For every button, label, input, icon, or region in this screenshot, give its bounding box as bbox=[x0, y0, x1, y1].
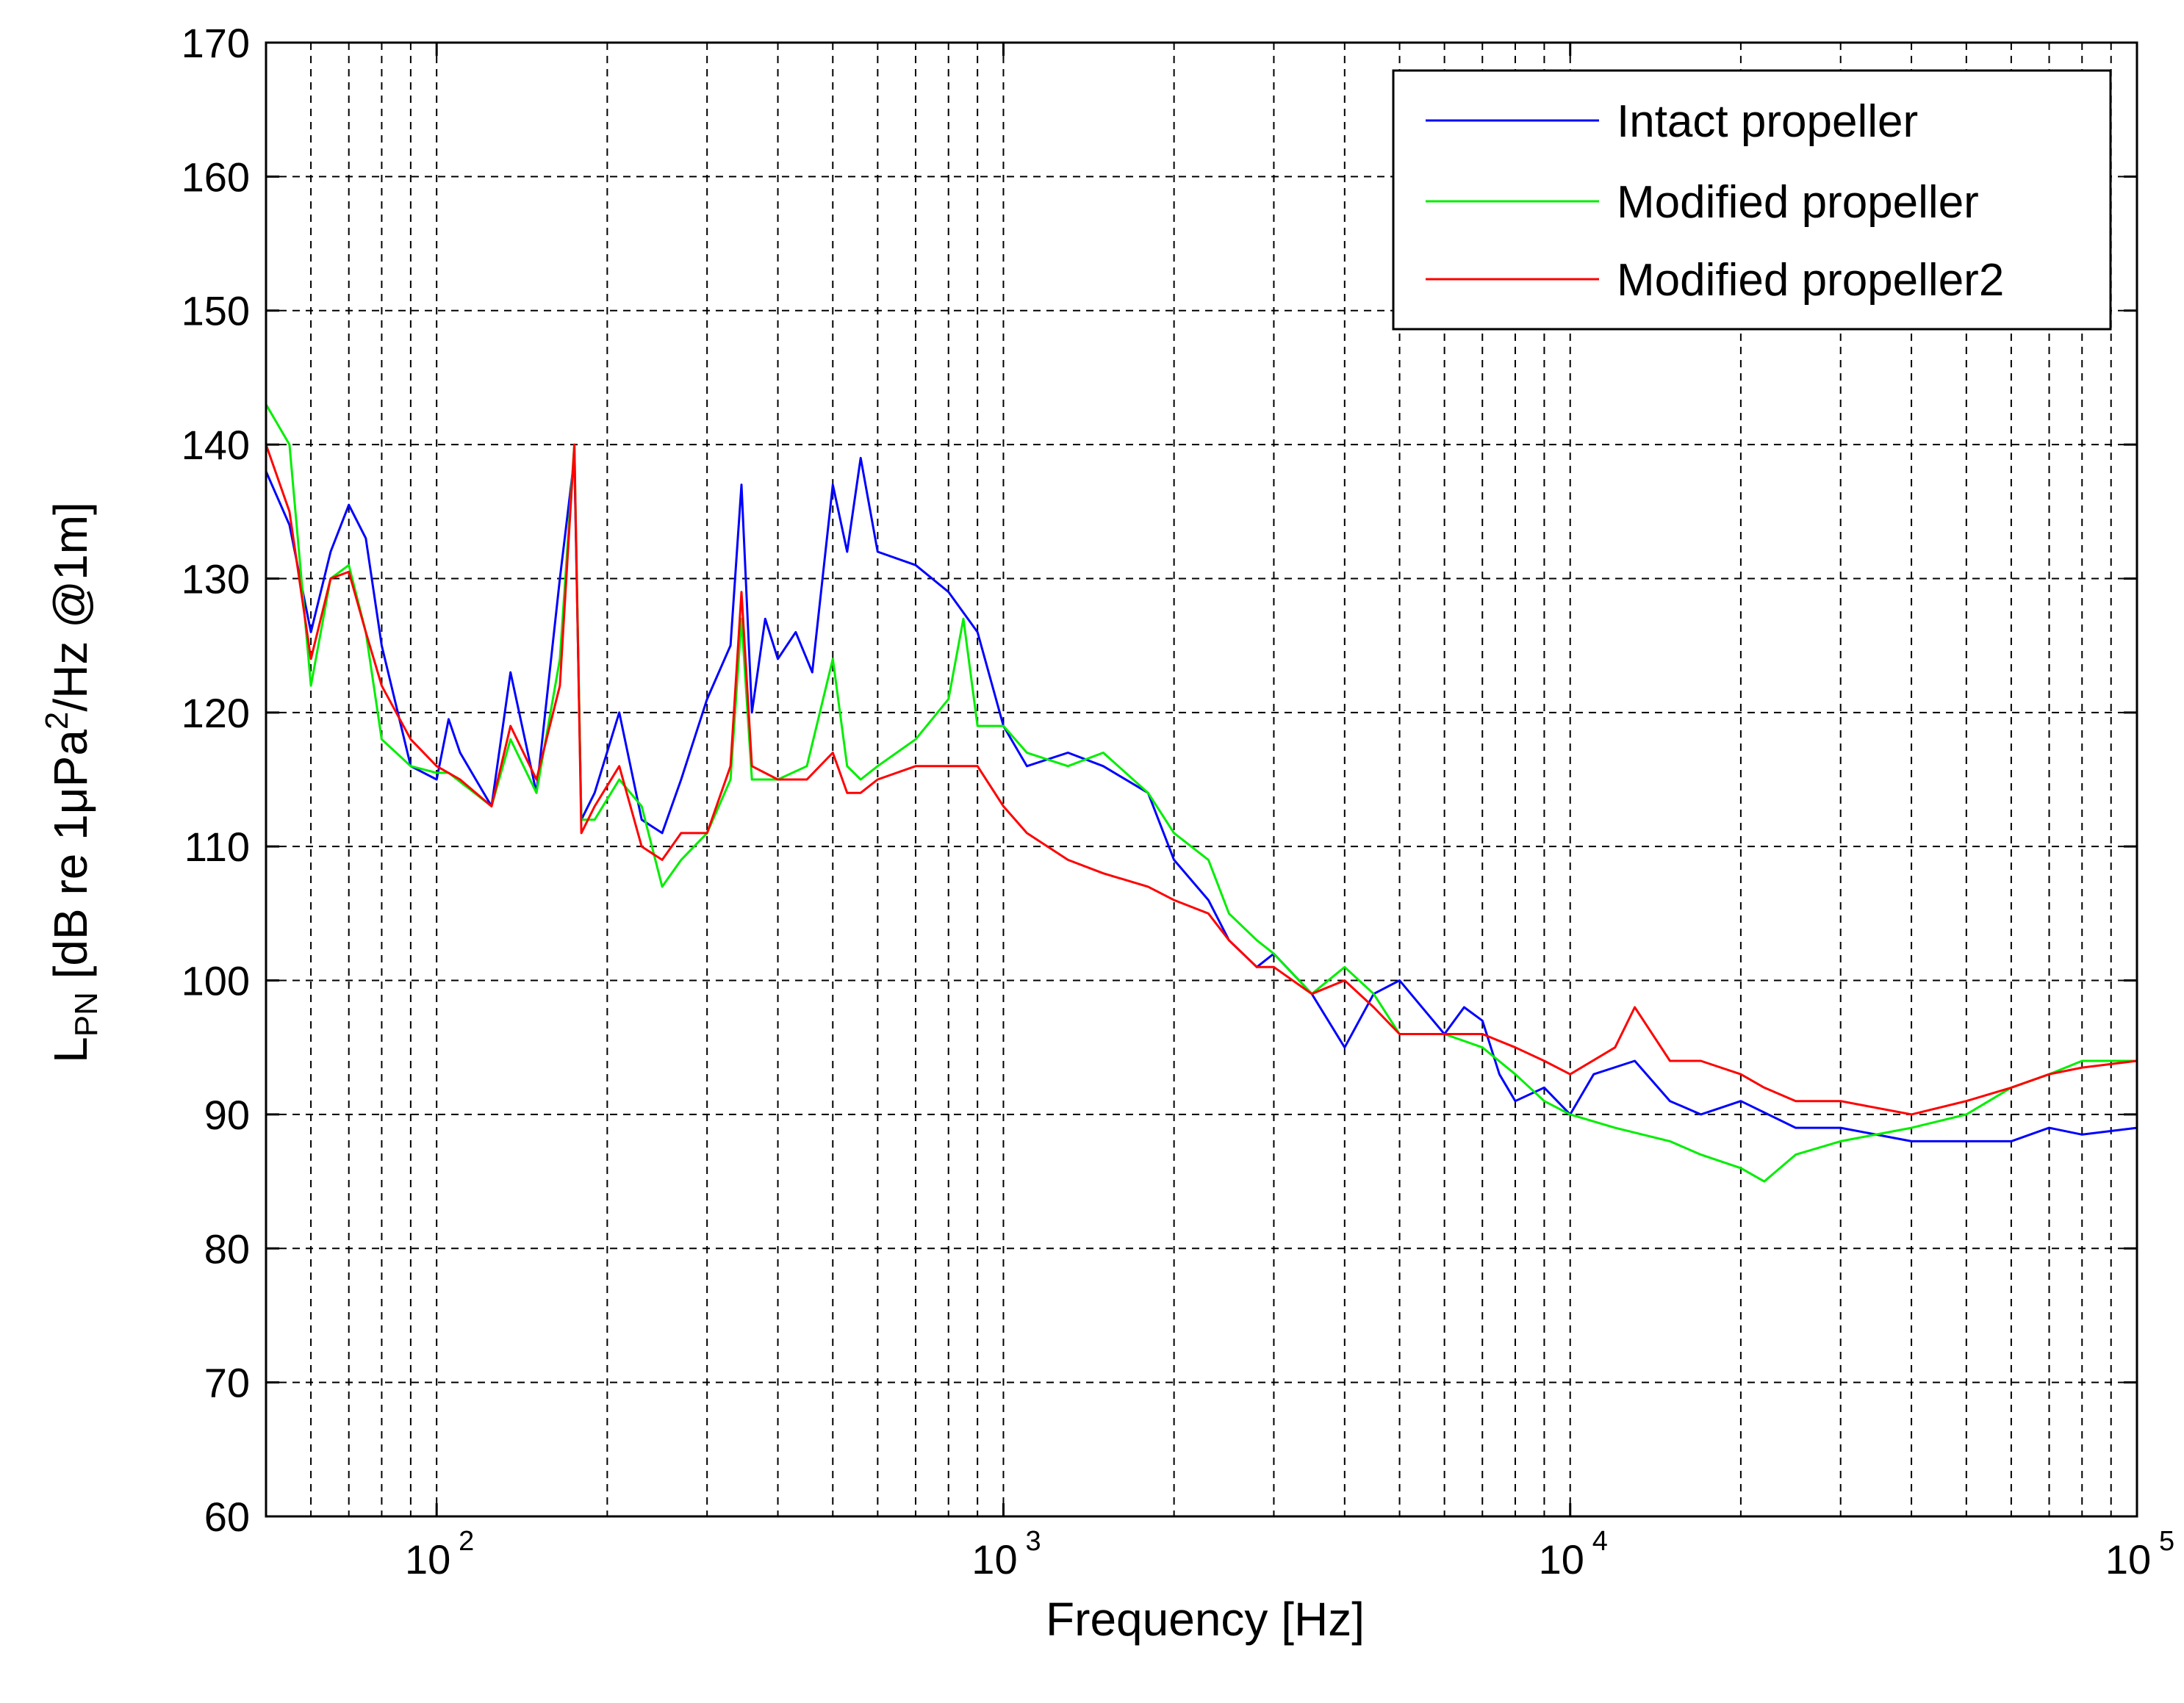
plot-series bbox=[265, 403, 2138, 1183]
plot-frame bbox=[265, 41, 2138, 1518]
y-tick-label: 170 bbox=[182, 20, 250, 66]
y-tick-label: 160 bbox=[182, 154, 250, 200]
y-tick-label: 90 bbox=[204, 1092, 250, 1138]
y-axis-title-sup: 2 bbox=[39, 712, 75, 730]
y-axis-title-mu: μ bbox=[44, 787, 97, 814]
x-tick-exponent: 2 bbox=[459, 1526, 474, 1557]
y-tick-label: 60 bbox=[204, 1494, 250, 1540]
series-line-1 bbox=[265, 403, 2137, 1183]
y-axis-title-pa: Pa bbox=[44, 730, 97, 788]
x-tick-exponent: 4 bbox=[1592, 1526, 1608, 1557]
x-tick-label: 10 bbox=[2105, 1536, 2151, 1583]
y-axis-title: LPN [dB re 1μPa2/Hz @1m] bbox=[39, 502, 104, 1063]
horizontal-grid bbox=[266, 176, 2137, 1383]
x-tick-label: 10 bbox=[971, 1536, 1017, 1583]
y-tick-label: 140 bbox=[182, 422, 250, 468]
y-axis-title-tail: /Hz @1m] bbox=[44, 502, 97, 711]
y-tick-label: 120 bbox=[182, 690, 250, 736]
y-tick-label: 70 bbox=[204, 1360, 250, 1406]
y-tick-label: 130 bbox=[182, 555, 250, 602]
legend-label-modified2: Modified propeller2 bbox=[1617, 255, 2004, 306]
legend-label-intact: Intact propeller bbox=[1617, 96, 1918, 147]
x-axis-ticks: 10 2 10 3 10 4 10 5 bbox=[405, 43, 2174, 1583]
legend-label-modified: Modified propeller bbox=[1617, 177, 1979, 228]
y-tick-label: 150 bbox=[182, 288, 250, 334]
x-tick-exponent: 3 bbox=[1025, 1526, 1041, 1557]
y-tick-label: 80 bbox=[204, 1225, 250, 1272]
y-axis-title-main: L bbox=[44, 1037, 97, 1063]
x-axis-title: Frequency [Hz] bbox=[1046, 1593, 1365, 1646]
y-tick-label: 110 bbox=[184, 824, 250, 870]
legend: Intact propeller Modified propeller Modi… bbox=[1392, 69, 2112, 331]
x-tick-exponent: 5 bbox=[2159, 1526, 2174, 1557]
series-line-2 bbox=[265, 443, 2138, 1116]
y-axis-title-sub: PN bbox=[68, 992, 104, 1037]
y-axis-ticks: 60 70 80 90 100 110 120 130 140 150 160 170 bbox=[182, 20, 2137, 1540]
x-tick-label: 10 bbox=[1539, 1536, 1584, 1583]
y-axis-title-mid: [dB re 1 bbox=[44, 814, 97, 992]
legend-box bbox=[1392, 69, 2112, 331]
y-tick-label: 100 bbox=[182, 958, 250, 1004]
x-tick-label: 10 bbox=[405, 1536, 450, 1583]
series-line-0 bbox=[265, 456, 2138, 1142]
